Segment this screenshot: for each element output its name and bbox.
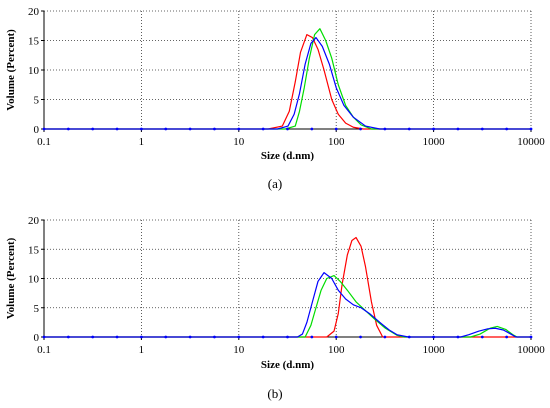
panel-0-baseline-marker [115,127,119,131]
panel-1-y-tick-label: 20 [28,215,40,227]
panel-0-y-tick-label: 10 [28,65,40,77]
panel-1-baseline-marker [310,335,314,339]
panel-1-baseline-marker [237,335,241,339]
panel-0-baseline-marker [359,127,362,131]
panel-0-baseline-marker [505,127,509,131]
panel-0-series-line-1 [44,28,531,130]
panel-1-baseline-marker [334,335,338,339]
panel-0-y-tick-label: 0 [34,124,40,136]
panel-1-y-tick-label: 15 [28,244,40,256]
panel-1-baseline-marker [164,335,168,339]
panel-1-baseline-marker [359,335,362,339]
panel-0-baseline-marker [237,127,241,131]
panel-1-x-tick-label: 100 [328,344,345,356]
panel-1-baseline-marker [66,335,70,339]
panel-1-baseline-marker [188,335,192,339]
panel-1-series-line-0 [44,236,531,338]
panel-1-baseline-marker [213,335,216,339]
panel-0-x-tick-label: 0.1 [37,136,51,148]
panel-0-x-tick-label: 1 [139,136,145,148]
panel-0-baseline-marker [91,127,95,131]
panel-1-y-tick-label: 10 [28,274,40,286]
panel-1-baseline-marker [407,335,411,339]
panel-1-baseline-marker [432,335,435,339]
panel-1-y-tick-label: 5 [34,303,40,315]
panel-0-baseline-marker [261,127,265,131]
panel-0-baseline-marker [286,127,289,131]
panel-0-baseline-marker [407,127,411,131]
panel-1-baseline-marker [529,335,533,339]
panel-0-baseline-marker [456,127,460,131]
panel-0-y-axis-label: Volume (Percent) [5,29,17,111]
panel-1-baseline-marker [140,335,143,339]
chart-panel-a: 0 5 10 15 20 0.1 1 10 100 1000 10000 Size (d.nm) Vol… [5,6,545,191]
panel-1-x-axis-label: Size (d.nm) [261,359,315,371]
panel-0-x-tick-label: 100 [328,136,345,148]
panel-1-panel-caption: (b) [267,386,282,401]
panel-0-baseline-marker [480,127,484,131]
panel-1-baseline-marker [91,335,95,339]
panel-1-x-tick-label: 1 [139,344,145,356]
panel-1-baseline-marker [480,335,484,339]
panel-1-baseline-marker [115,335,119,339]
panel-0-baseline-marker [529,127,533,131]
panel-1-y-axis-label: Volume (Percent) [5,237,17,319]
panel-0-y-tick-label: 20 [28,6,40,18]
panel-0-series-line-0 [44,34,531,130]
panel-0-y-tick-label: 5 [34,95,40,107]
panel-0-baseline-marker [66,127,70,131]
panel-1-x-tick-label: 10000 [517,344,545,356]
panel-0-panel-caption: (a) [268,176,282,191]
panel-1-series-line-1 [44,274,531,338]
panel-0-baseline-marker [213,127,216,131]
panel-0-baseline-marker [140,127,143,131]
panel-0-x-axis-label: Size (d.nm) [261,150,315,162]
panel-0-baseline-marker [42,127,46,131]
panel-1-baseline-marker [42,335,46,339]
panel-0-baseline-marker [432,127,435,131]
panel-1-x-tick-label: 10 [233,344,245,356]
panel-1-series-line-2 [44,272,531,338]
panel-0-x-tick-label: 10000 [517,136,545,148]
panel-0-baseline-marker [310,127,314,131]
panel-0-x-tick-label: 10 [233,136,245,148]
chart-panel-b: 0 5 10 15 20 0.1 1 10 100 1000 10000 Size (d.nm) Vol… [5,215,545,401]
panel-0-series-line-2 [44,36,531,130]
panel-1-baseline-marker [261,335,265,339]
panel-0-y-tick-label: 15 [28,36,40,48]
panel-1-baseline-marker [456,335,460,339]
panel-1-baseline-marker [505,335,509,339]
panel-1-y-tick-label: 0 [34,332,40,344]
panel-0-baseline-marker [334,127,338,131]
panel-1-x-tick-label: 0.1 [37,344,51,356]
panel-0-baseline-marker [383,127,387,131]
panel-0-baseline-marker [164,127,168,131]
panel-1-x-tick-label: 1000 [423,344,446,356]
panel-0-x-tick-label: 1000 [423,136,446,148]
panel-0-baseline-marker [188,127,192,131]
panel-1-baseline-marker [286,335,289,339]
panel-1-baseline-marker [383,335,387,339]
